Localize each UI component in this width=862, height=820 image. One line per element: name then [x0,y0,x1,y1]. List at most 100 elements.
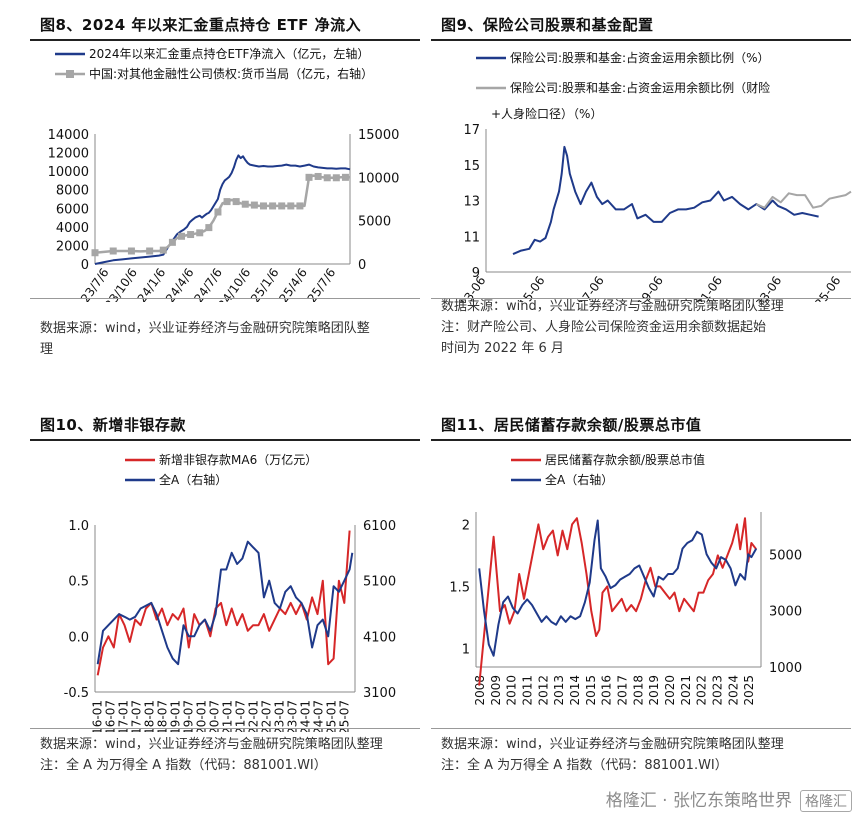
x-tick-label: 2022-07 [260,700,274,732]
chart-title-fig10: 图10、新增非银存款 [40,416,186,434]
series-marker [314,172,322,180]
y-tick-label: 1.5 [449,580,470,595]
x-tick-label: 2023-01 [273,700,287,732]
source-note: 数据来源：wind，兴业证券经济与金融研究院策略团队整理 注：全 A 为万得全 … [441,734,784,776]
y-tick-label: 14000 [48,128,89,143]
note-line: 注：全 A 为万得全 A 指数（代码：881001.WI） [441,758,728,773]
series-marker [287,202,295,210]
note-line: 时间为 2022 年 6 月 [441,341,564,356]
x-tick-label: 2025-01 [325,700,339,732]
x-tick-label: 2024 [726,675,740,706]
chart-title-fig8: 图8、2024 年以来汇金重点持仓 ETF 净流入 [40,16,362,34]
series-marker [296,202,304,210]
x-tick-label: 2023 [710,675,724,706]
x-tick-label: 2012 [536,675,550,706]
series-line [94,174,350,254]
source-note: 数据来源：wind，兴业证券经济与金融研究院策略团队整理 注：财产险公司、人身险… [441,296,784,359]
x-tick-label: 2021-01 [221,700,235,732]
title-rule [431,439,851,441]
y-tick-label-right: 0 [358,258,366,273]
x-tick-label: 2024-07 [312,700,326,732]
y-tick-label-right: 4100 [363,630,396,645]
chart-title-fig11: 图11、居民储蓄存款余额/股票总市值 [441,416,702,434]
x-tick-label: 2018 [631,675,645,706]
y-tick-label-right: 6100 [363,519,396,534]
y-tick-label-right: 3100 [363,686,396,701]
series-marker [341,173,349,181]
y-tick-label: 2 [462,518,470,533]
x-tick-label: 2010 [505,675,519,706]
y-tick-label: 1 [462,642,470,657]
series-marker [214,208,222,216]
series-marker [269,202,277,210]
x-tick-label: 2018-07 [156,700,170,732]
panel-etf-inflow: 图8、2024 年以来汇金重点持仓 ETF 净流入 2024年以来汇金重点持仓E… [0,0,431,400]
y-tick-label: 0 [81,258,89,273]
series-marker [332,174,340,182]
series-marker [241,200,249,208]
note-line: 数据来源：wind，兴业证券经济与金融研究院策略团队整理 [441,299,784,314]
legend-label: 2024年以来汇金重点持仓ETF净流入（亿元，左轴） [89,46,369,61]
x-tick-label: 2022 [695,675,709,706]
x-tick-label: 2009 [489,675,503,706]
x-tick-label: 2015 [584,675,598,706]
note-line: 数据来源：wind，兴业证券经济与金融研究院策略团队整理 [441,737,784,752]
watermark-badge: 格隆汇 [800,790,852,812]
x-tick-label: 2023-07 [286,700,300,732]
x-tick-label: 2019 [647,675,661,706]
y-tick-label: 12000 [48,147,89,162]
series-marker [168,238,176,246]
y-tick-label: 2000 [56,239,89,254]
x-tick-label: 2017-07 [130,700,144,732]
x-tick-label: 2018-01 [143,700,157,732]
chart-title-fig9: 图9、保险公司股票和基金配置 [441,16,654,34]
series-line [755,190,852,209]
series-marker [127,247,135,255]
legend-label: 中国:对其他金融性公司债权:货币当局（亿元，右轴） [89,66,373,81]
x-tick-label: 2025 [742,675,756,706]
x-tick-label: 2008 [473,675,487,706]
series-marker [223,198,231,206]
series-marker [250,201,258,209]
note-rule [30,298,420,299]
series-marker [232,198,240,206]
x-tick-label: 2020-07 [208,700,222,732]
note-line: 数据来源：wind，兴业证券经济与金融研究院策略团队整理 [40,737,383,752]
watermark-text: 格隆汇 · 张忆东策略世界 [605,791,792,811]
x-tick-label: 2016-07 [104,700,118,732]
legend-label: +人身险口径）（%） [491,106,602,121]
note-line: 数据来源：wind，兴业证券经济与金融研究院策略团队整 [40,321,370,336]
y-tick-label: 10000 [48,165,89,180]
y-tick-label: 0.0 [68,630,89,645]
series-line [512,145,819,256]
series-marker [196,229,204,237]
legend-label: 全A（右轴） [545,472,613,487]
series-marker [146,247,154,255]
x-tick-label: 2020 [663,675,677,706]
legend-label: 新增非银存款MA6（万亿元） [159,452,317,467]
x-tick-label: 2016-01 [91,700,105,732]
series-line [96,540,354,666]
x-tick-label: 2024-01 [299,700,313,732]
y-tick-label: 4000 [56,221,89,236]
title-rule [431,39,851,41]
x-tick-label: 2019-07 [182,700,196,732]
x-tick-label: 2021 [679,675,693,706]
panel-savings-ratio: 图11、居民储蓄存款余额/股票总市值 居民储蓄存款余额/股票总市值 全A（右轴） 1… [431,400,862,820]
x-tick-label: 2020-01 [195,700,209,732]
series-marker [305,173,313,181]
note-rule [431,298,851,299]
y-tick-label-right: 5000 [358,215,391,230]
series-line [478,519,758,657]
x-tick-label: 2014 [568,675,582,706]
y-tick-label: 15 [463,159,480,174]
legend-label: 保险公司:股票和基金:占资金运用余额比例（财险 [510,80,770,95]
panel-insurance-allocation: 图9、保险公司股票和基金配置 保险公司:股票和基金:占资金运用余额比例（%） 保险… [431,0,862,400]
x-tick-label: 2013 [552,675,566,706]
y-tick-label-right: 5000 [769,548,802,563]
legend-marker [66,70,74,78]
series-marker [278,202,286,210]
series-marker [178,232,186,240]
series-marker [187,231,195,239]
